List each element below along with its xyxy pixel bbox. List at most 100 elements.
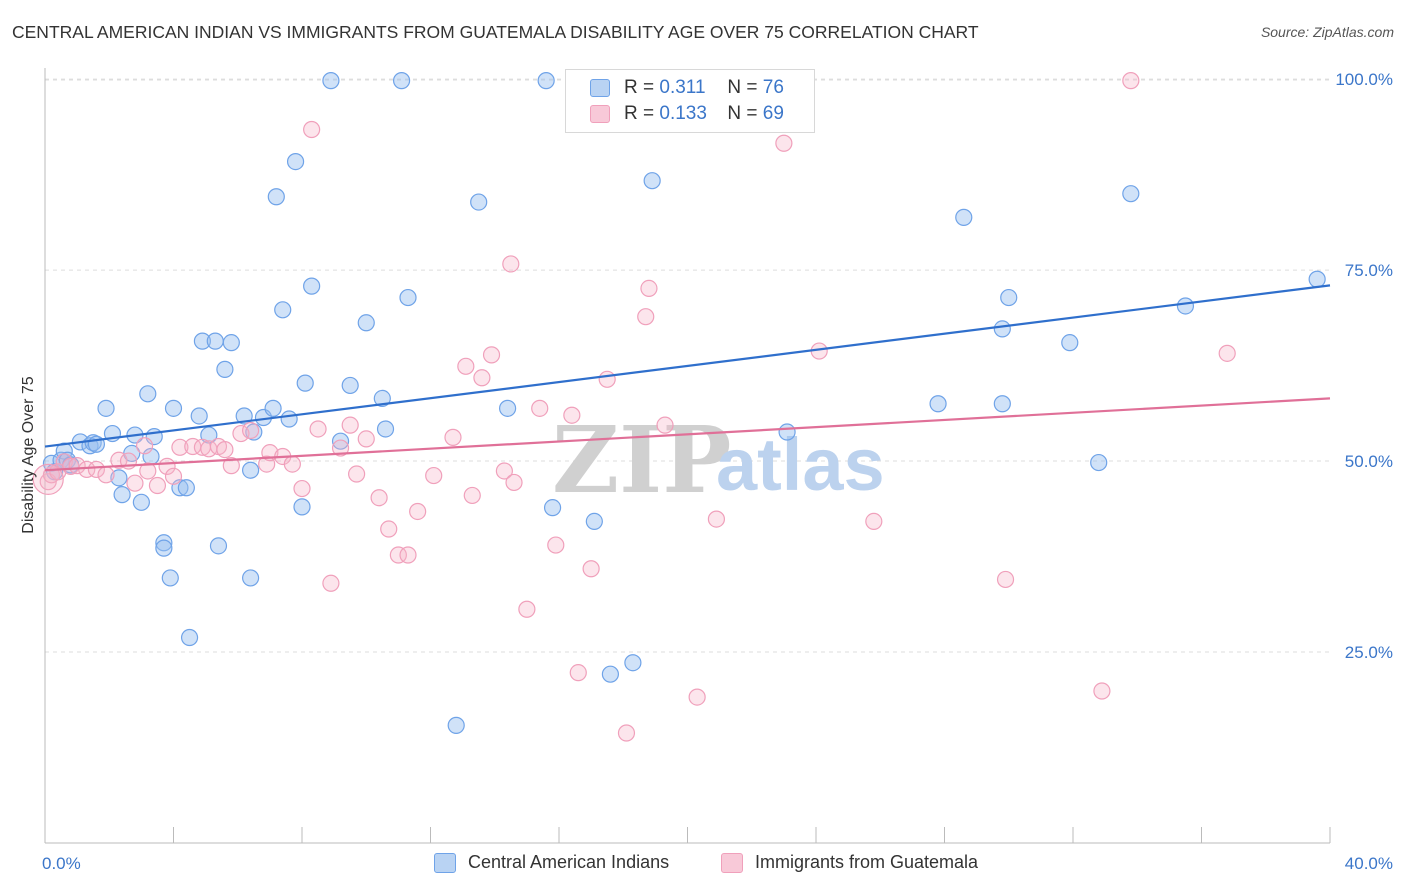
legend-r-value: 0.311 xyxy=(659,77,706,98)
point-immigrants-guatemala xyxy=(78,460,96,479)
y-tick-label: 100.0% xyxy=(1335,70,1393,89)
chart-title: CENTRAL AMERICAN INDIAN VS IMMIGRANTS FR… xyxy=(12,22,979,42)
point-central-american-indians xyxy=(206,332,224,350)
legend-n-value: 69 xyxy=(762,103,784,124)
point-central-american-indians xyxy=(274,301,292,319)
point-immigrants-guatemala xyxy=(495,462,513,480)
point-central-american-indians xyxy=(242,569,260,587)
point-immigrants-guatemala xyxy=(110,451,128,469)
point-central-american-indians xyxy=(161,569,179,587)
point-central-american-indians xyxy=(97,399,115,417)
point-immigrants-guatemala xyxy=(171,438,189,456)
point-immigrants-guatemala xyxy=(389,546,407,564)
point-central-american-indians xyxy=(601,665,620,683)
y-axis-label: Disability Age Over 75 xyxy=(20,376,37,534)
point-central-american-indians xyxy=(341,376,359,395)
point-central-american-indians xyxy=(399,288,417,307)
point-central-american-indians xyxy=(373,389,391,408)
point-immigrants-guatemala xyxy=(370,489,388,507)
point-immigrants-guatemala xyxy=(232,424,250,443)
legend-r-value: 0.133 xyxy=(659,103,707,124)
point-immigrants-guatemala xyxy=(569,664,587,682)
point-central-american-indians xyxy=(376,420,395,438)
point-immigrants-guatemala xyxy=(502,255,520,273)
trend-line-central-american-indians xyxy=(44,284,1331,448)
point-central-american-indians xyxy=(1308,270,1326,288)
point-central-american-indians xyxy=(296,374,314,392)
point-central-american-indians xyxy=(643,172,661,190)
point-central-american-indians xyxy=(132,493,150,511)
point-immigrants-guatemala xyxy=(775,134,793,152)
point-immigrants-guatemala xyxy=(457,357,475,375)
point-immigrants-guatemala xyxy=(688,688,706,706)
point-central-american-indians xyxy=(624,654,642,672)
axes xyxy=(44,68,1331,844)
point-immigrants-guatemala xyxy=(135,437,154,455)
point-central-american-indians xyxy=(209,537,228,555)
point-central-american-indians xyxy=(155,539,173,557)
legend-swatch-pink xyxy=(590,105,610,123)
point-immigrants-guatemala-large xyxy=(32,463,64,495)
point-central-american-indians xyxy=(222,334,240,352)
point-immigrants-guatemala xyxy=(139,462,157,480)
point-central-american-indians xyxy=(303,277,321,295)
point-immigrants-guatemala xyxy=(348,465,366,483)
point-central-american-indians xyxy=(280,410,298,428)
watermark-zip: ZIP xyxy=(552,406,731,514)
legend-n-label: N = xyxy=(727,103,758,124)
point-immigrants-guatemala xyxy=(1122,72,1140,90)
watermark-atlas: atlas xyxy=(716,423,885,506)
point-central-american-indians xyxy=(180,628,199,647)
point-central-american-indians xyxy=(177,479,195,497)
point-immigrants-guatemala xyxy=(331,439,350,457)
data-points xyxy=(32,70,1326,742)
point-immigrants-guatemala xyxy=(444,428,462,446)
point-immigrants-guatemala xyxy=(399,546,417,564)
point-immigrants-guatemala xyxy=(322,574,340,592)
trend-line-immigrants-guatemala xyxy=(44,397,1331,472)
point-immigrants-guatemala xyxy=(996,570,1015,589)
point-central-american-indians xyxy=(993,395,1011,413)
point-immigrants-guatemala xyxy=(505,473,523,492)
point-immigrants-guatemala xyxy=(283,455,301,473)
legend-row-central-american-indians: R = 0.311 N = 76 xyxy=(590,76,784,100)
bottom-legend-swatch-pink xyxy=(721,852,743,873)
point-central-american-indians xyxy=(993,320,1011,338)
point-immigrants-guatemala xyxy=(637,308,655,326)
point-central-american-indians xyxy=(778,423,796,441)
point-central-american-indians xyxy=(293,498,311,516)
point-immigrants-guatemala xyxy=(617,724,636,742)
point-immigrants-guatemala xyxy=(463,486,481,505)
point-immigrants-guatemala xyxy=(531,399,549,417)
point-immigrants-guatemala xyxy=(357,430,375,448)
point-central-american-indians xyxy=(929,395,947,413)
point-immigrants-guatemala xyxy=(87,460,106,479)
point-central-american-indians xyxy=(1176,297,1195,315)
bottom-legend-immigrants-guatemala: Immigrants from Guatemala xyxy=(721,852,978,873)
point-central-american-indians xyxy=(447,716,465,734)
point-central-american-indians xyxy=(190,407,208,425)
tick-labels: 25.0% 50.0% 75.0% 100.0% 0.0% 40.0% xyxy=(42,70,1393,873)
point-immigrants-guatemala xyxy=(97,466,115,484)
legend-r-label: R = xyxy=(624,103,655,124)
point-immigrants-guatemala xyxy=(1093,682,1111,700)
point-immigrants-guatemala xyxy=(341,416,359,434)
point-central-american-indians xyxy=(286,152,305,171)
point-central-american-indians xyxy=(1000,288,1018,307)
point-central-american-indians xyxy=(331,432,350,450)
y-tick-label: 75.0% xyxy=(1345,261,1393,280)
point-immigrants-guatemala xyxy=(164,467,183,485)
point-central-american-indians xyxy=(193,332,212,350)
point-central-american-indians xyxy=(585,512,603,530)
point-central-american-indians xyxy=(264,399,282,417)
point-immigrants-guatemala xyxy=(547,536,565,554)
point-immigrants-guatemala xyxy=(62,457,80,475)
point-immigrants-guatemala xyxy=(425,466,443,485)
point-immigrants-guatemala xyxy=(865,512,883,530)
point-immigrants-guatemala xyxy=(482,346,501,364)
point-central-american-indians xyxy=(392,72,411,90)
bottom-legend-label: Central American Indians xyxy=(468,852,670,872)
trend-lines xyxy=(44,284,1331,472)
point-central-american-indians xyxy=(1061,334,1079,352)
